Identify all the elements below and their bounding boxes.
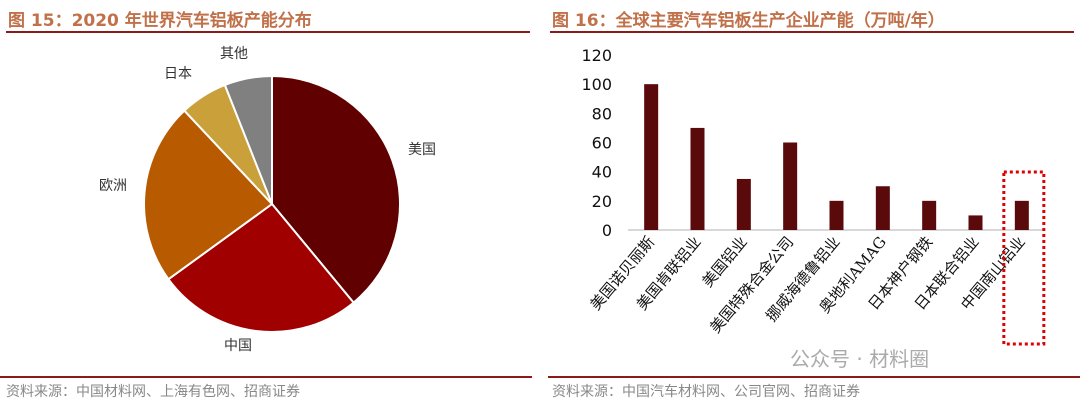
y-tick-label: 100 xyxy=(581,75,612,94)
pie-label: 美国 xyxy=(408,142,436,158)
highlight-box xyxy=(1002,170,1046,346)
y-tick-label: 120 xyxy=(581,46,612,65)
left-title: 图 15：2020 年世界汽车铝板产能分布 xyxy=(8,11,312,31)
bar xyxy=(829,200,844,230)
pie-label: 欧洲 xyxy=(99,178,127,194)
bar xyxy=(1014,200,1029,230)
bar xyxy=(875,186,890,230)
pie-label: 其他 xyxy=(220,46,248,62)
y-tick-label: 20 xyxy=(592,192,612,211)
pie-label: 中国 xyxy=(224,338,252,354)
pie-slice-0 xyxy=(271,74,401,305)
left-footer-divider xyxy=(0,376,532,378)
right-title: 图 16：全球主要汽车铝板生产企业产能（万吨/年） xyxy=(552,11,945,31)
y-tick-label: 0 xyxy=(602,221,612,240)
bar xyxy=(922,200,937,230)
pie-label: 日本 xyxy=(164,66,192,82)
y-tick-label: 40 xyxy=(592,163,612,182)
pie-slice-1 xyxy=(167,202,355,333)
bar xyxy=(690,127,705,230)
bar xyxy=(644,84,659,231)
right-source: 资料来源：中国汽车材料网、公司官网、招商证券 xyxy=(552,384,860,400)
left-source: 资料来源：中国材料网、上海有色网、招商证券 xyxy=(6,384,300,400)
bar xyxy=(783,142,798,230)
right-divider xyxy=(550,31,1074,33)
right-footer-divider xyxy=(548,376,1080,378)
x-tick-label: 美国特殊合金公司 xyxy=(706,233,797,337)
y-tick-label: 60 xyxy=(592,134,612,153)
bar xyxy=(736,178,751,230)
pie-slice-2 xyxy=(143,109,274,281)
watermark: 公众号 · 材料圈 xyxy=(790,347,930,371)
left-divider xyxy=(6,31,530,33)
bar xyxy=(968,215,983,230)
y-tick-label: 80 xyxy=(592,104,612,123)
pie-slice-4 xyxy=(223,74,273,205)
